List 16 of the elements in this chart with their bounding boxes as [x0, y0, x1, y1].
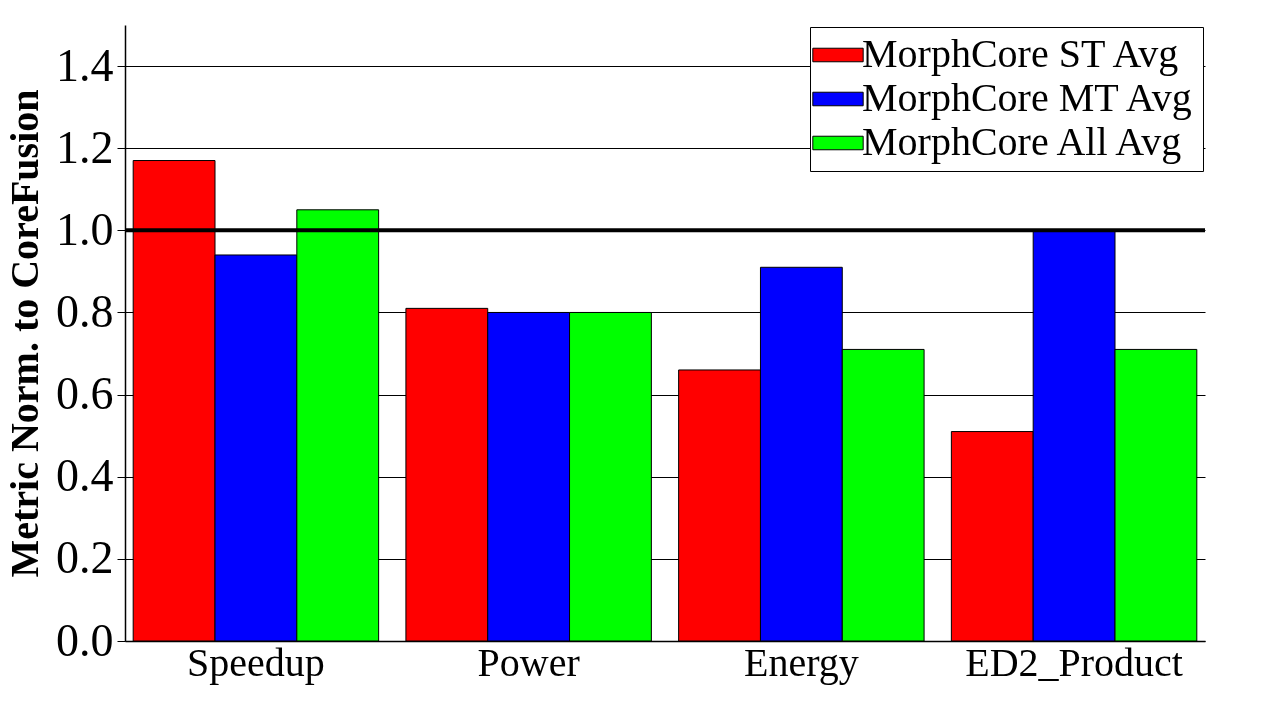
y-tick-label: 0.8 — [56, 285, 114, 337]
legend-label: MorphCore ST Avg — [862, 31, 1179, 76]
x-tick-label: ED2_Product — [965, 639, 1183, 685]
y-tick-label: 1.0 — [56, 203, 114, 255]
y-axis-title: Metric Norm. to CoreFusion — [2, 89, 47, 578]
x-tick-label: Speedup — [187, 639, 325, 685]
y-tick-label: 0.2 — [56, 532, 114, 584]
y-tick-label: 0.4 — [56, 450, 114, 502]
legend-label: MorphCore MT Avg — [862, 75, 1192, 120]
y-tick-label: 0.6 — [56, 368, 114, 420]
y-tick-label: 1.4 — [56, 39, 114, 91]
y-tick-label: 1.2 — [56, 121, 114, 173]
y-tick-label: 0.0 — [56, 614, 114, 666]
x-tick-label: Power — [477, 639, 580, 685]
x-tick-label: Energy — [743, 639, 859, 685]
legend-label: MorphCore All Avg — [862, 119, 1182, 164]
